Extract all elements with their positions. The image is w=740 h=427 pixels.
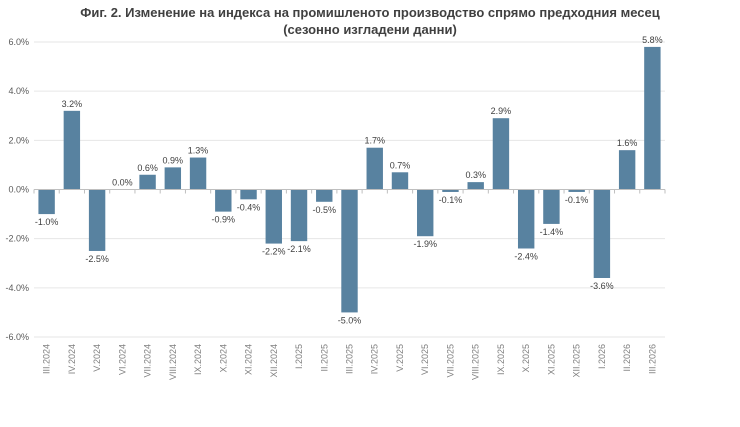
- data-label: -0.1%: [565, 195, 589, 205]
- bar: [644, 46, 661, 190]
- x-tick-label: XII.2024: [269, 344, 279, 378]
- x-tick-label: V.2025: [395, 344, 405, 372]
- x-tick-label: IX.2025: [496, 344, 506, 375]
- bar: [290, 189, 308, 242]
- chart-subtitle: (сезонно изгладени данни): [283, 22, 457, 37]
- bar: [240, 189, 257, 200]
- bar: [164, 167, 182, 190]
- data-label: 1.7%: [364, 136, 385, 146]
- bar: [316, 189, 333, 202]
- y-tick-label: 2.0%: [8, 135, 29, 145]
- x-tick-label: IX.2024: [193, 344, 203, 375]
- data-label: 1.3%: [188, 146, 209, 156]
- x-tick-label: II.2026: [622, 344, 632, 372]
- data-label: 5.8%: [642, 35, 663, 45]
- y-tick-label: 0.0%: [8, 185, 29, 195]
- data-label: 2.9%: [491, 106, 512, 116]
- x-tick-label: XII.2025: [572, 344, 582, 378]
- data-label: 0.9%: [163, 155, 184, 165]
- data-label: -0.5%: [313, 205, 337, 215]
- bar: [139, 174, 156, 190]
- x-tick-label: VII.2024: [143, 344, 153, 378]
- data-label: -0.1%: [439, 195, 463, 205]
- y-tick-label: -2.0%: [5, 234, 29, 244]
- data-label: -3.6%: [590, 281, 614, 291]
- x-tick-label: VII.2025: [445, 344, 455, 378]
- x-tick-label: X.2025: [521, 344, 531, 373]
- bar: [467, 182, 484, 190]
- x-tick-label: V.2024: [92, 344, 102, 372]
- data-label: 0.6%: [137, 163, 158, 173]
- data-label: -5.0%: [338, 315, 362, 325]
- bar: [265, 189, 282, 244]
- x-tick-label: IV.2025: [370, 344, 380, 374]
- x-tick-label: VIII.2024: [168, 344, 178, 380]
- bar: [568, 189, 585, 192]
- data-label: -0.9%: [212, 215, 236, 225]
- x-tick-label: III.2026: [647, 344, 657, 374]
- bar: [517, 189, 535, 249]
- x-tick-label: II.2025: [319, 344, 329, 372]
- data-label: -2.5%: [85, 254, 109, 264]
- x-tick-label: III.2025: [345, 344, 355, 374]
- bar: [38, 189, 55, 215]
- x-tick-label: VIII.2025: [471, 344, 481, 380]
- y-tick-label: 6.0%: [8, 37, 29, 47]
- data-label: -0.4%: [237, 202, 261, 212]
- bar: [391, 172, 409, 190]
- chart-title: Фиг. 2. Изменение на индекса на промишле…: [80, 5, 660, 20]
- bar: [88, 189, 106, 251]
- data-label: -1.9%: [413, 239, 437, 249]
- bar: [189, 157, 207, 190]
- bar: [543, 189, 560, 224]
- bar: [492, 118, 510, 190]
- bar: [341, 189, 358, 313]
- bar: [417, 189, 434, 237]
- data-label: 0.7%: [390, 160, 411, 170]
- data-label: -2.2%: [262, 247, 286, 257]
- x-tick-label: XI.2024: [244, 344, 254, 375]
- bar: [593, 189, 611, 278]
- data-label: 1.6%: [617, 138, 638, 148]
- data-label: 3.2%: [62, 99, 83, 109]
- x-tick-label: X.2024: [218, 344, 228, 373]
- bar: [618, 150, 636, 190]
- bar: [366, 147, 383, 190]
- y-tick-label: 4.0%: [8, 86, 29, 96]
- data-label: -1.4%: [540, 227, 564, 237]
- data-label: -2.1%: [287, 244, 311, 254]
- bar: [442, 189, 459, 192]
- x-tick-label: III.2024: [42, 344, 52, 374]
- data-label: 0.0%: [112, 178, 133, 188]
- x-tick-label: IV.2024: [67, 344, 77, 374]
- x-tick-label: I.2026: [597, 344, 607, 369]
- data-label: 0.3%: [465, 170, 486, 180]
- bar: [63, 110, 81, 190]
- x-tick-label: VI.2025: [420, 344, 430, 375]
- bar: [215, 189, 232, 212]
- x-tick-label: VI.2024: [117, 344, 127, 375]
- y-tick-label: -6.0%: [5, 332, 29, 342]
- x-tick-label: I.2025: [294, 344, 304, 369]
- y-tick-label: -4.0%: [5, 283, 29, 293]
- x-tick-label: XI.2025: [546, 344, 556, 375]
- data-label: -2.4%: [514, 252, 538, 262]
- data-label: -1.0%: [35, 217, 59, 227]
